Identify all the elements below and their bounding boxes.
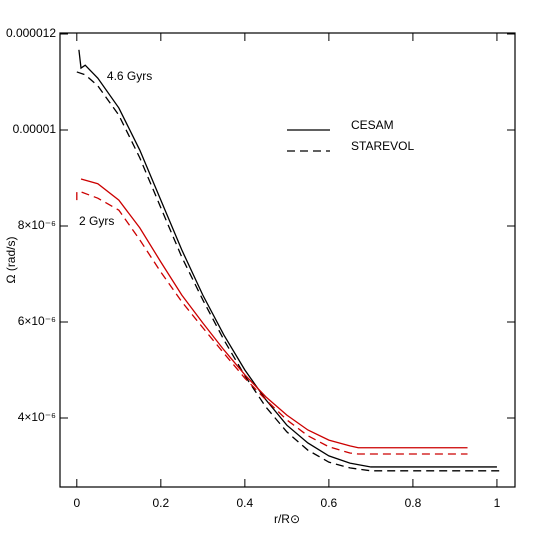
y-tick-label: 0.00001 <box>13 122 57 136</box>
curve <box>78 49 497 468</box>
x-tick-label: 0.2 <box>152 496 169 510</box>
age-annotation: 2 Gyrs <box>79 214 114 228</box>
y-tick-label: 0.000012 <box>6 26 56 40</box>
x-axis-label: r/R⊙ <box>274 512 300 526</box>
x-tick-label: 0.8 <box>405 496 422 510</box>
legend-label: STAREVOL <box>351 139 414 153</box>
curve <box>76 191 468 455</box>
y-tick-label: 4×10⁻⁶ <box>18 410 56 424</box>
plot-frame <box>59 32 516 488</box>
y-axis-label: Ω (rad/s) <box>4 237 18 284</box>
curve <box>80 178 468 449</box>
x-tick-label: 0 <box>73 496 80 510</box>
age-annotation: 4.6 Gyrs <box>107 69 152 83</box>
y-tick-label: 6×10⁻⁶ <box>18 314 56 328</box>
curve <box>76 71 502 472</box>
x-tick-label: 0.4 <box>237 496 254 510</box>
y-tick-label: 8×10⁻⁶ <box>18 218 56 232</box>
x-tick-label: 0.6 <box>321 496 338 510</box>
x-tick-label: 1 <box>494 496 501 510</box>
legend-label: CESAM <box>351 118 394 132</box>
